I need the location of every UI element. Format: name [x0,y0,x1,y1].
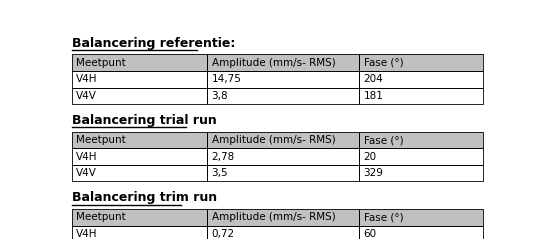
Bar [207,209,359,226]
Bar [72,132,207,148]
Bar [359,148,483,165]
Bar [72,132,483,148]
Bar [359,132,483,148]
Text: 329: 329 [364,168,384,178]
Text: V4V: V4V [76,168,97,178]
Text: Meetpunt: Meetpunt [76,212,126,222]
Bar [207,165,359,181]
Bar [359,165,483,181]
Bar [359,226,483,239]
Bar [72,54,483,71]
Bar [359,209,483,226]
Text: Fase (°): Fase (°) [364,135,403,145]
Bar [72,165,483,181]
Text: Amplitude (mm/s- RMS): Amplitude (mm/s- RMS) [212,212,335,222]
Bar [359,71,483,87]
Text: 60: 60 [364,229,377,239]
Text: 3,8: 3,8 [212,91,228,101]
Text: V4H: V4H [76,229,97,239]
Bar [207,148,359,165]
Bar [359,54,483,71]
Text: 3,5: 3,5 [212,168,228,178]
Text: Amplitude (mm/s- RMS): Amplitude (mm/s- RMS) [212,135,335,145]
Text: 0,72: 0,72 [212,229,235,239]
Text: Balancering trim run: Balancering trim run [72,191,217,204]
Bar [72,209,483,226]
Text: Balancering trial run: Balancering trial run [72,114,216,127]
Bar [72,148,207,165]
Bar [207,132,359,148]
Text: V4H: V4H [76,74,97,84]
Text: Fase (°): Fase (°) [364,58,403,68]
Text: 14,75: 14,75 [212,74,241,84]
Text: 2,78: 2,78 [212,152,235,162]
Bar [207,226,359,239]
Text: 181: 181 [364,91,384,101]
Bar [72,148,483,165]
Text: V4H: V4H [76,152,97,162]
Text: 204: 204 [364,74,384,84]
Bar [207,54,359,71]
Bar [72,165,207,181]
Bar [72,71,207,87]
Bar [72,226,483,239]
Bar [207,87,359,104]
Bar [72,209,207,226]
Text: Amplitude (mm/s- RMS): Amplitude (mm/s- RMS) [212,58,335,68]
Text: Balancering referentie:: Balancering referentie: [72,37,235,50]
Text: Meetpunt: Meetpunt [76,135,126,145]
Bar [72,87,483,104]
Text: Meetpunt: Meetpunt [76,58,126,68]
Bar [72,54,207,71]
Bar [72,226,207,239]
Text: V4V: V4V [76,91,97,101]
Bar [72,87,207,104]
Text: 20: 20 [364,152,377,162]
Text: Fase (°): Fase (°) [364,212,403,222]
Bar [72,71,483,87]
Bar [359,87,483,104]
Bar [207,71,359,87]
